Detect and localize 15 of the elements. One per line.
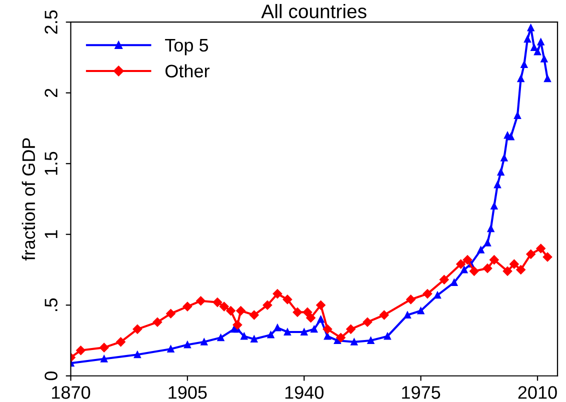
y-axis-title: fraction of GDP [22, 138, 36, 260]
x-tick-label: 1870 [52, 386, 90, 399]
y-tick-label: 1 [44, 230, 58, 238]
x-tick-label: 1975 [402, 386, 440, 399]
y-tick-label: 1.5 [44, 152, 58, 175]
legend-label: Top 5 [165, 39, 208, 56]
x-tick-label: 1940 [285, 386, 324, 399]
x-tick-label: 2010 [518, 386, 557, 399]
y-tick-label: .5 [44, 298, 58, 311]
y-tick-label: 2.5 [44, 10, 58, 34]
x-tick-label: 1905 [168, 386, 207, 399]
legend-label: Other [165, 64, 210, 78]
y-tick-label: 0 [44, 372, 58, 380]
chart-title: All countries [261, 4, 366, 18]
y-tick-label: 2 [44, 88, 58, 97]
